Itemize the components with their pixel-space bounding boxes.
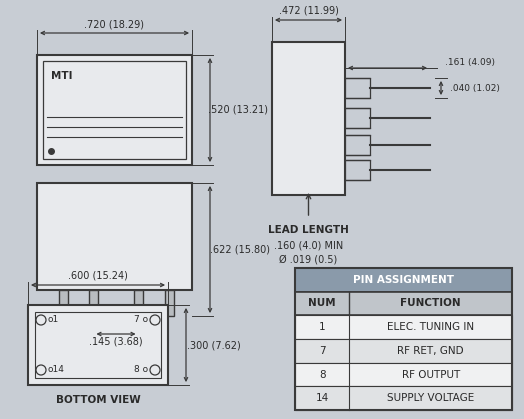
Bar bbox=[295, 339, 512, 363]
Text: .161 (4.09): .161 (4.09) bbox=[445, 57, 495, 67]
Text: 14: 14 bbox=[315, 393, 329, 403]
Text: 8 o: 8 o bbox=[134, 365, 148, 375]
Text: .600 (15.24): .600 (15.24) bbox=[68, 271, 128, 281]
Text: RF OUTPUT: RF OUTPUT bbox=[401, 370, 460, 380]
Bar bbox=[295, 292, 512, 316]
Bar bbox=[165, 290, 174, 316]
Text: .300 (7.62): .300 (7.62) bbox=[187, 340, 241, 350]
Text: o1: o1 bbox=[48, 316, 59, 324]
Text: RF RET, GND: RF RET, GND bbox=[397, 346, 464, 356]
Text: 1: 1 bbox=[319, 322, 325, 332]
Bar bbox=[134, 290, 143, 316]
Text: LEAD LENGTH: LEAD LENGTH bbox=[268, 225, 349, 235]
Text: 7: 7 bbox=[319, 346, 325, 356]
Bar bbox=[89, 290, 98, 316]
Text: o14: o14 bbox=[48, 365, 65, 375]
Bar bbox=[28, 305, 168, 385]
Bar bbox=[295, 316, 512, 339]
Bar bbox=[37, 183, 192, 290]
Text: .040 (1.02): .040 (1.02) bbox=[450, 83, 500, 93]
Text: .145 (3.68): .145 (3.68) bbox=[89, 337, 143, 347]
Bar bbox=[295, 363, 512, 386]
Text: FUNCTION: FUNCTION bbox=[400, 298, 461, 308]
Bar bbox=[345, 160, 370, 180]
Text: .160 (4.0) MIN: .160 (4.0) MIN bbox=[274, 240, 343, 250]
Text: Ø .019 (0.5): Ø .019 (0.5) bbox=[279, 254, 337, 264]
Bar bbox=[59, 290, 68, 316]
Bar bbox=[272, 42, 345, 195]
Text: .472 (11.99): .472 (11.99) bbox=[279, 6, 339, 16]
Bar bbox=[295, 268, 512, 410]
Bar bbox=[345, 135, 370, 155]
Text: MTI: MTI bbox=[51, 71, 72, 81]
Bar bbox=[295, 268, 512, 292]
Text: 8: 8 bbox=[319, 370, 325, 380]
Text: SUPPLY VOLTAGE: SUPPLY VOLTAGE bbox=[387, 393, 474, 403]
Text: ELEC. TUNING IN: ELEC. TUNING IN bbox=[387, 322, 474, 332]
Text: .622 (15.80): .622 (15.80) bbox=[210, 245, 270, 254]
Bar bbox=[37, 55, 192, 165]
Bar bbox=[345, 78, 370, 98]
Text: 7 o: 7 o bbox=[134, 316, 148, 324]
Text: .720 (18.29): .720 (18.29) bbox=[84, 20, 145, 30]
Bar bbox=[35, 312, 161, 378]
Bar bbox=[345, 108, 370, 128]
Text: BOTTOM VIEW: BOTTOM VIEW bbox=[56, 395, 140, 405]
Text: .520 (13.21): .520 (13.21) bbox=[208, 105, 268, 115]
Text: NUM: NUM bbox=[308, 298, 336, 308]
Bar bbox=[43, 61, 186, 159]
Bar bbox=[295, 386, 512, 410]
Text: PIN ASSIGNMENT: PIN ASSIGNMENT bbox=[353, 275, 454, 285]
